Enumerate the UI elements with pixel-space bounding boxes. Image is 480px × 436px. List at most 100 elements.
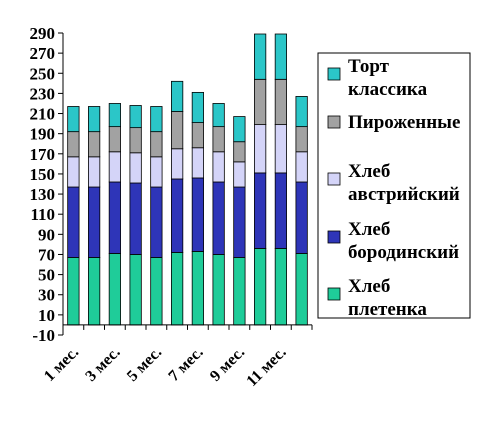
bar-segment: [295, 151, 308, 183]
bar-segment: [295, 181, 308, 254]
bar-segment: [129, 152, 142, 184]
bar-segment: [67, 257, 80, 326]
legend-label: плетенка: [348, 299, 427, 320]
y-tick-label: 150: [30, 165, 56, 184]
bar-segment: [212, 181, 225, 255]
y-tick-label: 30: [38, 286, 55, 305]
bar-segment: [254, 172, 267, 249]
y-tick-label: 110: [30, 205, 55, 224]
legend-label: Хлеб: [348, 276, 390, 297]
bar-segment: [191, 147, 204, 179]
legend-label: Торт: [348, 56, 390, 77]
bar-segment: [129, 105, 142, 129]
bar-segment: [88, 156, 101, 188]
bar-segment: [88, 131, 101, 158]
y-tick-label: 270: [30, 44, 56, 63]
bar-segment: [274, 124, 287, 174]
bar-segment: [67, 106, 80, 133]
bar-segment: [129, 254, 142, 326]
bar-segment: [67, 156, 80, 188]
bar-segment: [274, 248, 287, 326]
bar-segment: [254, 124, 267, 174]
bar-segment: [295, 253, 308, 326]
bar-segment: [274, 33, 287, 80]
bar-segment: [254, 248, 267, 326]
bar-segment: [212, 151, 225, 183]
y-tick-label: 250: [30, 64, 56, 83]
bars: [67, 33, 308, 326]
bar-segment: [108, 253, 121, 326]
y-tick-label: 190: [30, 125, 56, 144]
bar-segment: [233, 161, 246, 188]
bar-segment: [212, 254, 225, 326]
x-axis: 1 мес. 3 мес. 5 мес. 7 мес. 9 мес.11 мес.: [41, 324, 313, 390]
bar-segment: [67, 131, 80, 158]
bar-segment: [191, 122, 204, 149]
bar-segment: [191, 251, 204, 326]
legend-label: Пироженные: [348, 112, 460, 133]
y-tick-label: 290: [30, 24, 56, 43]
legend-swatch: [327, 115, 341, 129]
y-tick-label: 90: [38, 225, 55, 244]
bar-segment: [233, 116, 246, 143]
bar-segment: [171, 178, 184, 253]
bar-segment: [171, 111, 184, 150]
y-tick-label: 170: [30, 145, 56, 164]
y-tick-label: 130: [30, 185, 56, 204]
bar-segment: [295, 96, 308, 128]
bar-segment: [171, 148, 184, 180]
bar-segment: [67, 186, 80, 258]
bar-segment: [108, 103, 121, 128]
bar-segment: [212, 126, 225, 153]
legend-swatch: [327, 172, 341, 186]
legend-label: Хлеб: [348, 219, 390, 240]
bar-segment: [150, 156, 163, 188]
bar-segment: [88, 186, 101, 258]
bar-segment: [274, 172, 287, 249]
legend: ТортклассикаПироженныеХлебавстрийскийХле…: [317, 52, 471, 320]
x-tick-label: 5 мес.: [124, 344, 165, 385]
bar-segment: [295, 126, 308, 153]
bar-segment: [233, 141, 246, 163]
x-tick-label: 1 мес.: [41, 344, 82, 385]
bar-segment: [254, 33, 267, 80]
bar-segment: [171, 252, 184, 326]
x-tick-label: 11 мес.: [243, 344, 289, 390]
bar-segment: [88, 106, 101, 133]
y-tick-label: 10: [38, 306, 55, 325]
bar-segment: [191, 177, 204, 252]
bar-segment: [191, 91, 204, 123]
bar-segment: [108, 126, 121, 153]
bar-segment: [129, 182, 142, 255]
bar-segment: [233, 186, 246, 258]
legend-box: [317, 52, 471, 319]
x-tick-label: 7 мес.: [165, 344, 206, 385]
legend-label: бородинский: [348, 242, 459, 263]
bar-segment: [108, 181, 121, 254]
bar-segment: [274, 78, 287, 126]
x-tick-label: 3 мес.: [82, 344, 123, 385]
bar-segment: [150, 186, 163, 258]
bar-segment: [212, 103, 225, 128]
bar-segment: [254, 78, 267, 126]
legend-swatch: [327, 67, 341, 81]
legend-label: классика: [348, 79, 428, 100]
y-tick-label: 210: [30, 105, 56, 124]
y-tick-label: 70: [38, 245, 55, 264]
bar-segment: [108, 151, 121, 183]
bar-segment: [233, 257, 246, 326]
legend-swatch: [327, 230, 341, 244]
bar-segment: [88, 257, 101, 326]
bar-segment: [150, 257, 163, 326]
bar-segment: [150, 131, 163, 158]
y-tick-label: -10: [32, 326, 55, 345]
y-tick-label: 50: [38, 266, 55, 285]
legend-swatch: [327, 287, 341, 301]
legend-label: Хлеб: [348, 161, 390, 182]
legend-label: австрийский: [348, 184, 460, 205]
bar-segment: [150, 106, 163, 133]
bar-segment: [171, 80, 184, 112]
